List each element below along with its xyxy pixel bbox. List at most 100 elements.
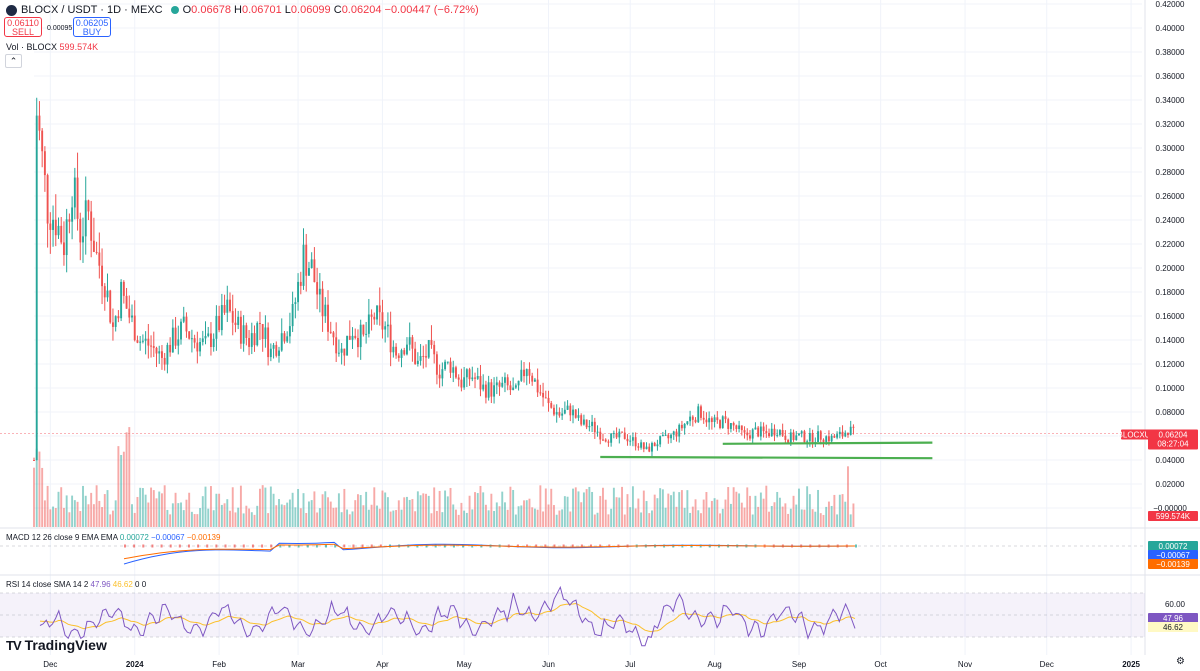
macd-histogram-bar (361, 544, 364, 548)
macd-signal-badge-text: −0.00067 (1156, 551, 1190, 560)
volume-bar (90, 492, 93, 527)
candle-body (787, 439, 790, 444)
buy-button[interactable]: 0.06205 BUY (73, 17, 111, 37)
volume-bar (460, 502, 463, 527)
volume-bar (631, 486, 634, 527)
volume-bar (509, 486, 512, 527)
macd-histogram-bar (187, 544, 190, 548)
candle-body (667, 434, 670, 439)
candle-body (427, 340, 430, 358)
candle-body (585, 419, 588, 428)
volume-bar (234, 512, 237, 527)
candle-body (822, 439, 825, 442)
rsi-badge-bg (1148, 613, 1198, 623)
volume-bar (528, 498, 531, 527)
candle-body (297, 281, 300, 303)
macd-legend[interactable]: MACD 12 26 close 9 EMA EMA 0.00072 −0.00… (6, 533, 221, 542)
candle-body (79, 218, 82, 243)
volume-bar (267, 513, 270, 527)
volume-bar (686, 490, 689, 527)
volume-bar (838, 494, 841, 527)
volume-bar (572, 488, 574, 527)
volume-bar (419, 495, 422, 527)
volume-bar (103, 494, 106, 527)
volume-bar (207, 508, 210, 527)
volume-bar (670, 495, 672, 527)
volume-bar (602, 487, 604, 527)
volume-bar (239, 485, 242, 527)
candle-body (803, 431, 806, 443)
volume-bar (321, 494, 324, 527)
volume-bar (751, 514, 754, 527)
volume-bar (367, 509, 370, 527)
macd-histogram-bar (142, 544, 145, 548)
candle-body (57, 225, 60, 236)
volume-bars (33, 427, 855, 527)
x-tick-label: 2025 (1122, 660, 1140, 669)
volume-bar (582, 492, 585, 527)
x-tick-label: Nov (958, 660, 972, 669)
volume-bar (765, 485, 768, 527)
volume-bar (49, 509, 52, 527)
volume-bar (656, 498, 659, 527)
volume-bar (370, 504, 373, 527)
candle-body (686, 421, 689, 424)
x-axis: Dec 2024 Feb Mar Apr May Jun Jul Aug Sep Oct Nov Dec… (43, 660, 1140, 669)
volume-bar (664, 507, 667, 527)
candle-body (563, 409, 566, 414)
volume-bar (800, 509, 803, 527)
sell-button[interactable]: 0.06110 SELL (4, 17, 42, 37)
candle-body (267, 327, 270, 358)
rsi-line (39, 585, 856, 647)
candle-body (555, 412, 558, 415)
candle-body (490, 382, 493, 397)
candle-body (452, 367, 455, 373)
volume-bar (337, 493, 340, 527)
volume-bar (585, 489, 588, 527)
y-tick-label: 0.20000 (1156, 264, 1185, 273)
macd-histogram-bar (215, 544, 218, 548)
candle-body (422, 355, 425, 357)
volume-bar (166, 509, 169, 527)
volume-bar (438, 490, 441, 527)
y-tick-label: 0.24000 (1156, 216, 1185, 225)
volume-legend[interactable]: Vol · BLOCX 599.574K (6, 42, 99, 52)
candle-body (60, 225, 63, 243)
volume-bar (210, 486, 212, 527)
rsi-legend[interactable]: RSI 14 close SMA 14 2 47.96 46.62 0 0 (6, 580, 147, 589)
candle-body (155, 347, 158, 354)
volume-bar (626, 494, 629, 527)
macd-histogram-bar (197, 544, 200, 548)
candle-body (623, 432, 626, 439)
volume-bar (215, 493, 218, 527)
volume-bar (604, 499, 607, 527)
volume-bar (580, 502, 583, 527)
candle-body (441, 369, 444, 379)
volume-bar (397, 500, 400, 527)
candle-body (727, 419, 730, 429)
volume-bar (65, 495, 68, 527)
candle-body (463, 377, 466, 388)
candle-body (416, 360, 419, 365)
volume-bar (114, 500, 117, 527)
tradingview-logo[interactable]: TV TradingView (6, 637, 107, 653)
volume-bar (449, 487, 452, 527)
candle-body (637, 446, 640, 448)
volume-bar (550, 488, 553, 527)
candle-body (542, 392, 545, 398)
y-tick-label: 0.40000 (1156, 24, 1185, 33)
volume-bar (324, 491, 327, 527)
volume-bar (174, 492, 177, 527)
candle-body (180, 321, 182, 340)
symbol-legend[interactable]: BLOCX / USDT · 1D · MEXC O0.06678 H0.067… (6, 4, 479, 16)
volume-bar (302, 493, 305, 527)
gear-icon[interactable]: ⚙ (1176, 656, 1185, 667)
volume-bar (547, 504, 550, 527)
symbol-title[interactable]: BLOCX / USDT · 1D · MEXC (21, 4, 163, 16)
volume-bar (152, 490, 155, 527)
volume-bar (269, 486, 272, 527)
candle-body (201, 338, 204, 343)
collapse-legend-button[interactable]: ⌃ (5, 54, 22, 68)
candle-body (501, 382, 504, 387)
